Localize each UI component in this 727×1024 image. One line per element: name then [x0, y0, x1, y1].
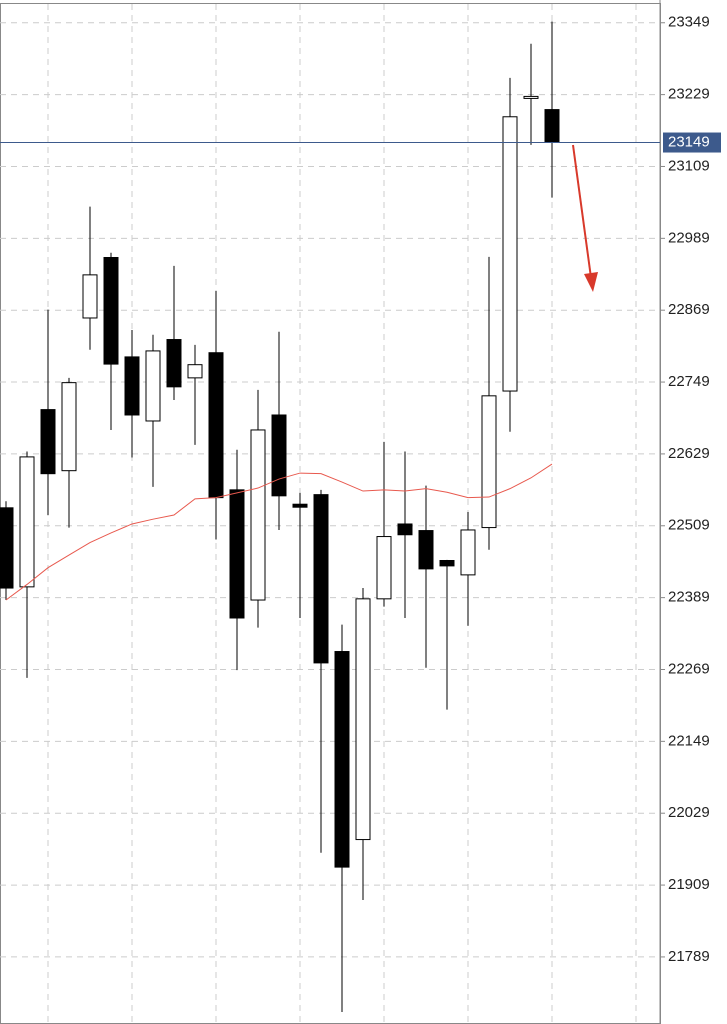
y-tick-label: 23109 — [668, 157, 710, 174]
y-tick-label: 22509 — [668, 517, 710, 534]
y-tick-label: 22749 — [668, 373, 710, 390]
candle-body — [166, 339, 182, 388]
candle-body — [187, 364, 203, 379]
y-tick-label: 23349 — [668, 14, 710, 31]
y-tick-label: 22029 — [668, 804, 710, 821]
candle-body — [103, 256, 119, 365]
candle-body — [523, 95, 539, 99]
grid: 23349 23229 23109 22989 22869 22749 22629 22509… — [0, 0, 710, 1024]
candle-body — [145, 350, 161, 422]
y-tick-label: 22149 — [668, 732, 710, 749]
candle-body — [124, 356, 140, 416]
y-tick-label: 22989 — [668, 229, 710, 246]
last-price-label: 23149 — [668, 133, 710, 150]
candle-body — [460, 529, 476, 576]
y-tick-label: 22269 — [668, 660, 710, 677]
candle-body — [19, 456, 35, 588]
arrow-shaft — [572, 144, 593, 286]
moving-average — [5, 463, 553, 601]
candle-body — [334, 651, 350, 868]
candle-body — [61, 382, 77, 472]
y-tick-label: 22629 — [668, 445, 710, 462]
last-price-box — [663, 132, 721, 153]
candle-body — [313, 494, 329, 664]
y-tick-label: 22869 — [668, 301, 710, 318]
candle-body — [502, 116, 518, 392]
candle-body — [397, 523, 413, 536]
candle-body — [439, 560, 455, 567]
candle-body — [271, 414, 287, 497]
candle-body — [292, 503, 308, 508]
candle-body — [355, 598, 371, 841]
candle-body — [544, 109, 560, 143]
y-tick-label: 21909 — [668, 876, 710, 893]
candle-body — [82, 274, 98, 319]
candle-body — [208, 352, 224, 499]
frame — [0, 3, 661, 1024]
candle-body — [376, 536, 392, 600]
y-tick-label: 22389 — [668, 589, 710, 606]
y-tick-label: 21789 — [668, 948, 710, 965]
candle-body — [0, 507, 14, 589]
candle-body — [250, 429, 266, 601]
candle-body — [40, 409, 56, 475]
arrow-head — [584, 272, 598, 292]
y-tick-label: 23229 — [668, 86, 710, 103]
candle-body — [481, 395, 497, 529]
candle-body — [418, 530, 434, 570]
candle-body — [229, 489, 245, 619]
marks — [0, 21, 660, 1013]
